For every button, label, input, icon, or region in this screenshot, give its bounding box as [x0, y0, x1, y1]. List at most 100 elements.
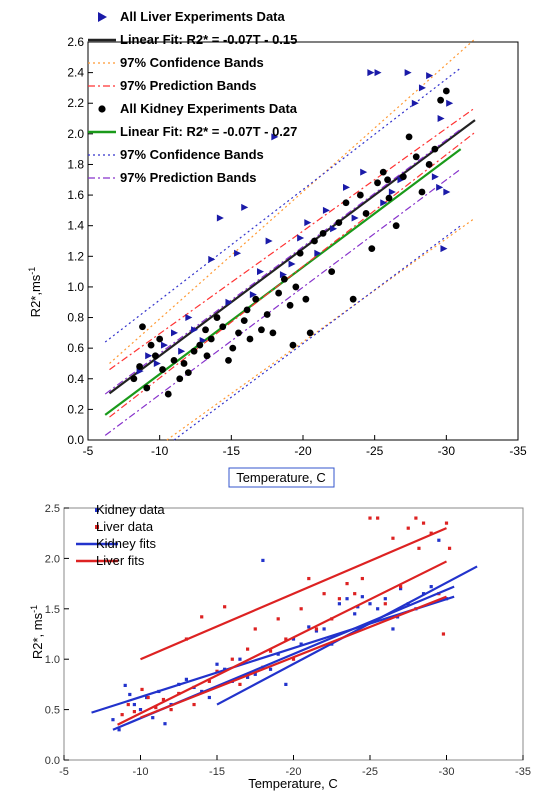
fit-line [109, 38, 476, 364]
data-point [426, 72, 434, 80]
data-point [213, 314, 221, 321]
legend-label: Linear Fit: R2* = -0.07T - 0.15 [120, 32, 297, 47]
data-point [353, 612, 357, 616]
y-tick-label: 2.0 [45, 553, 60, 565]
y-tick-label: 1.8 [67, 157, 84, 171]
legend-label: All Kidney Experiments Data [120, 101, 298, 116]
data-point [436, 183, 444, 191]
fit-line [104, 128, 462, 395]
y-tick-label: 1.4 [67, 219, 84, 233]
data-points [130, 69, 454, 398]
data-point [153, 359, 161, 367]
data-point [299, 607, 303, 611]
data-point [139, 323, 146, 331]
data-point [368, 516, 372, 520]
y-tick-label: 2.5 [45, 503, 60, 515]
data-point [446, 99, 454, 107]
data-point [292, 283, 300, 291]
data-point [130, 375, 138, 383]
data-point [441, 632, 446, 636]
data-point [356, 191, 364, 199]
data-point [360, 168, 368, 176]
data-point [230, 657, 234, 661]
data-point [276, 652, 280, 656]
data-point [286, 301, 294, 309]
data-point [385, 194, 393, 202]
data-point [207, 695, 211, 700]
data-point [376, 607, 380, 611]
data-point [176, 375, 184, 383]
data-point [265, 237, 273, 245]
data-point [154, 705, 158, 710]
legend-label: Kidney data [96, 502, 165, 517]
x-tick-label: -30 [438, 444, 456, 458]
y-tick-label: 0.0 [45, 755, 60, 767]
data-point [302, 295, 310, 303]
y-tick-label: 1.0 [67, 280, 84, 294]
data-point [399, 587, 403, 591]
data-point [275, 289, 283, 297]
y-tick-label: 2.2 [67, 96, 84, 110]
data-point [380, 199, 388, 207]
data-point [440, 245, 448, 253]
data-point [442, 87, 450, 95]
data-point [156, 335, 164, 343]
legend-label: Liver fits [96, 553, 145, 568]
data-point [178, 347, 186, 355]
data-point [306, 329, 314, 337]
y-axis-ticks: 0.0 0.2 0.4 0.6 0.8 1.0 1.2 1.4 1.6 1.8 2.0 2.2 2.4 2… [67, 35, 93, 447]
x-tick-label: -5 [59, 766, 69, 778]
data-point [229, 344, 237, 352]
data-point [253, 627, 257, 631]
data-point [284, 637, 288, 641]
data-point [443, 188, 451, 196]
data-point [412, 153, 420, 161]
data-point [147, 341, 155, 349]
data-point [243, 306, 251, 314]
data-point [223, 605, 227, 609]
data-point [169, 708, 173, 712]
data-point [351, 214, 359, 222]
data-point [164, 390, 172, 398]
data-point [280, 275, 288, 283]
data-point [151, 716, 155, 720]
data-point [207, 335, 215, 343]
data-point [417, 546, 421, 550]
data-point [399, 585, 403, 589]
data-point [268, 667, 273, 671]
data-point [276, 617, 280, 621]
data-point [190, 347, 198, 355]
data-point [299, 642, 303, 646]
data-point [234, 249, 242, 257]
data-point [184, 677, 188, 681]
legend-label: Kidney fits [96, 536, 156, 551]
data-point [271, 133, 279, 141]
data-point [328, 268, 336, 276]
data-point [126, 702, 130, 707]
data-point [304, 219, 312, 227]
data-point [353, 592, 357, 596]
data-point [384, 176, 391, 184]
x-tick-label: -25 [366, 444, 384, 458]
data-point [143, 384, 151, 392]
legend-marker [95, 525, 99, 529]
data-point [145, 352, 153, 360]
data-point [202, 326, 209, 334]
data-point [146, 695, 150, 700]
data-point [374, 69, 382, 77]
data-point [314, 629, 319, 633]
data-point [429, 531, 433, 535]
data-point [196, 341, 204, 349]
data-point [345, 597, 349, 601]
data-point [368, 245, 376, 253]
data-point [128, 692, 132, 697]
data-point [444, 521, 449, 525]
legend-label: 97% Prediction Bands [120, 170, 257, 185]
y-axis-label: R2*,ms [28, 274, 43, 317]
data-point [240, 317, 248, 324]
data-point [392, 222, 400, 230]
y-tick-label: 0.8 [67, 311, 84, 325]
data-point [367, 69, 375, 77]
fit-line [140, 595, 447, 719]
data-point [170, 357, 178, 364]
